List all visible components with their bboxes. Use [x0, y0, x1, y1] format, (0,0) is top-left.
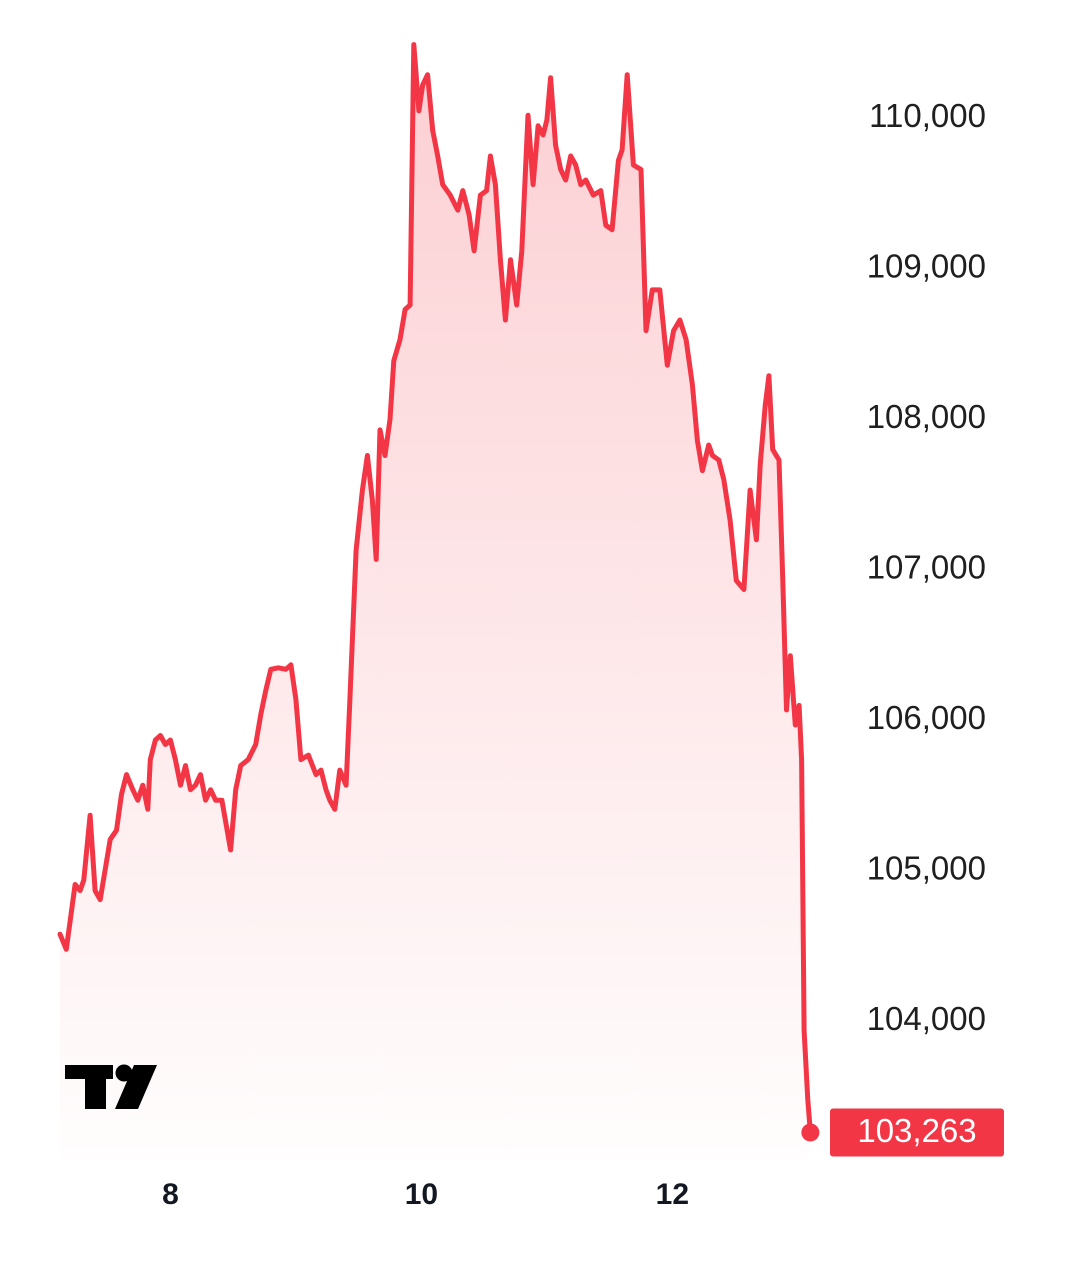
price-tag-label: 103,263: [857, 1112, 976, 1149]
y-tick-label: 105,000: [867, 850, 986, 887]
logo-slash: [115, 1065, 157, 1109]
y-tick-label: 109,000: [867, 248, 986, 285]
logo-dot: [115, 1064, 133, 1082]
logo-stem: [85, 1065, 106, 1109]
y-tick-label: 108,000: [867, 398, 986, 435]
price-line: [57, 42, 813, 1135]
x-tick-label: 12: [656, 1178, 689, 1211]
y-tick-label: 106,000: [867, 699, 986, 736]
y-tick-label: 104,000: [867, 1000, 986, 1037]
tradingview-logo: [65, 1064, 157, 1109]
x-tick-label: 10: [405, 1178, 438, 1211]
y-tick-label: 107,000: [867, 549, 986, 586]
last-point: [801, 1123, 820, 1142]
area-fill: [60, 44, 811, 1158]
x-tick-label: 8: [162, 1178, 179, 1211]
price-tag-box: [830, 1108, 1004, 1157]
y-tick-label: 110,000: [869, 97, 986, 134]
